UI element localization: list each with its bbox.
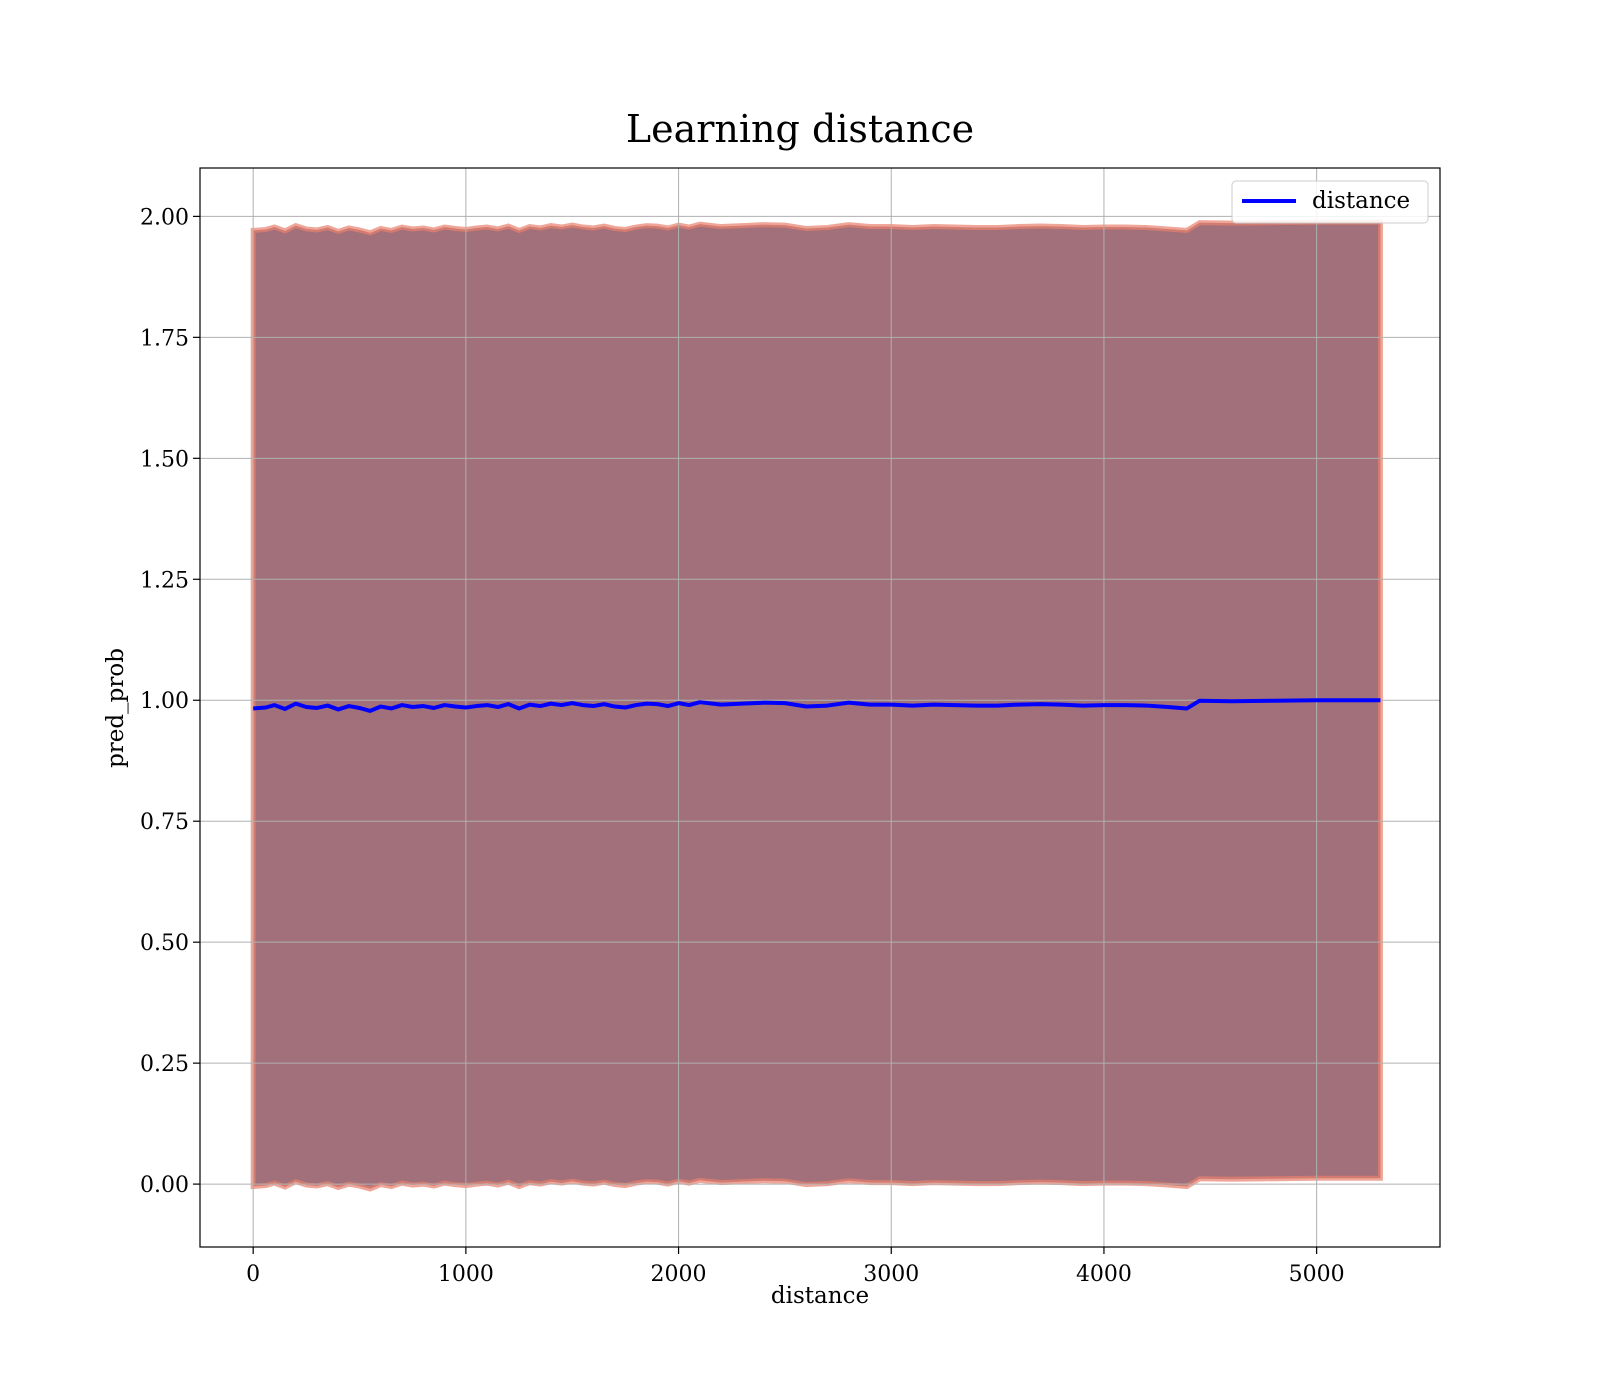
- axes-frame: [199, 167, 1441, 1248]
- x-tick-label: 2000: [651, 1262, 707, 1287]
- x-tick-label: 0: [246, 1262, 260, 1287]
- y-tick-label: 1.25: [140, 568, 189, 593]
- x-tick-label: 5000: [1289, 1262, 1345, 1287]
- x-axis-label: distance: [771, 1283, 869, 1309]
- y-tick-label: 0.00: [140, 1173, 189, 1198]
- y-tick-label: 1.50: [140, 447, 189, 472]
- x-tick-label: 4000: [1076, 1262, 1132, 1287]
- legend-label: distance: [1312, 188, 1410, 214]
- y-tick-label: 0.75: [140, 810, 189, 835]
- y-tick-label: 1.00: [140, 689, 189, 714]
- y-tick-label: 2.00: [140, 205, 189, 230]
- y-axis-label: pred_prob: [103, 648, 129, 768]
- legend-box: [1231, 180, 1429, 224]
- y-tick-label: 1.75: [140, 326, 189, 351]
- x-tick-label: 1000: [438, 1262, 494, 1287]
- plot-area: 0 1000 2000 3000 4000 5000 0.00 0.25 0.50 0.75 1.0…: [140, 167, 1441, 1287]
- series-line-distance: [253, 698, 1381, 713]
- x-tick-label: 3000: [863, 1262, 919, 1287]
- y-tick-label: 0.25: [140, 1052, 189, 1077]
- y-tick-label: 0.50: [140, 931, 189, 956]
- chart-title: Learning distance: [626, 107, 974, 151]
